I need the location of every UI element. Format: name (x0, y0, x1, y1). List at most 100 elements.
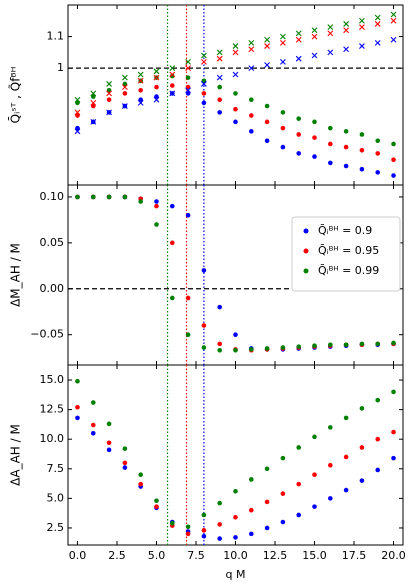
point (138, 97, 143, 103)
point (216, 74, 223, 81)
point (233, 332, 238, 337)
point (359, 147, 365, 153)
point (280, 125, 286, 131)
point (296, 445, 302, 450)
point (359, 24, 365, 30)
x-tick-label: 10.0 (223, 549, 248, 562)
point (75, 194, 80, 200)
point (217, 97, 222, 103)
point (217, 304, 222, 310)
point (153, 68, 160, 75)
point (264, 43, 270, 49)
point (312, 154, 317, 159)
point (90, 194, 96, 200)
point (374, 40, 381, 46)
point (185, 91, 191, 96)
point (391, 173, 396, 178)
point (232, 49, 239, 56)
point (295, 30, 302, 37)
point (106, 194, 112, 200)
point (169, 520, 175, 526)
point (312, 434, 317, 440)
legend-marker (303, 248, 309, 254)
point (138, 199, 143, 204)
point (359, 166, 365, 172)
point (264, 525, 270, 531)
point (296, 481, 302, 487)
point (90, 103, 96, 109)
point (201, 512, 207, 518)
point (185, 87, 191, 94)
point (201, 528, 207, 533)
point (312, 472, 317, 478)
point (154, 94, 159, 99)
point (312, 135, 317, 140)
point (154, 498, 159, 504)
point (375, 170, 381, 175)
point (154, 222, 159, 227)
x-tick-label: 15.0 (302, 549, 327, 562)
point (343, 46, 350, 53)
point (233, 91, 238, 96)
point (233, 119, 238, 125)
point (121, 103, 128, 109)
point (343, 342, 349, 348)
point (217, 522, 222, 527)
point (264, 466, 270, 472)
point (75, 404, 80, 410)
point (280, 40, 286, 46)
point (122, 465, 128, 470)
point (90, 400, 96, 405)
point (137, 100, 144, 106)
point (137, 71, 144, 78)
point (185, 213, 191, 218)
y-tick-label: 7.5 (47, 462, 65, 475)
point (328, 496, 333, 501)
point (201, 323, 207, 328)
point (74, 109, 81, 116)
point (233, 515, 238, 520)
point (216, 49, 223, 56)
point (122, 194, 128, 200)
point (201, 52, 207, 59)
point (233, 348, 238, 353)
point (359, 341, 365, 347)
y-tick-label: 1 (57, 61, 64, 74)
point (328, 160, 333, 166)
point (264, 499, 270, 505)
point (217, 500, 222, 506)
legend-label: Q̄ᵢᴮᴴ = 0.9 (318, 224, 372, 237)
point (75, 100, 80, 106)
point (201, 78, 207, 84)
point (137, 77, 144, 84)
x-tick-label: 17.5 (342, 549, 367, 562)
point (90, 118, 97, 125)
point (169, 203, 175, 209)
point (169, 71, 176, 78)
point (312, 343, 317, 349)
point (328, 342, 333, 348)
point (391, 455, 396, 461)
point (295, 55, 302, 62)
point (201, 533, 207, 539)
y-tick-label: 15.0 (40, 373, 65, 386)
point (359, 17, 365, 24)
point (121, 74, 128, 81)
point (217, 110, 222, 115)
point (296, 344, 302, 349)
point (264, 103, 270, 109)
y-tick-label: 12.5 (40, 403, 65, 416)
point (106, 109, 112, 116)
point (233, 106, 238, 112)
point (375, 397, 381, 403)
point (343, 487, 349, 493)
y-tick-label: 2.5 (47, 521, 65, 534)
point (75, 125, 80, 131)
point (90, 430, 96, 436)
point (185, 75, 191, 80)
point (75, 378, 80, 384)
x-tick-label: 5.0 (148, 549, 166, 562)
point (90, 100, 97, 106)
point (359, 478, 365, 483)
point (390, 11, 397, 18)
